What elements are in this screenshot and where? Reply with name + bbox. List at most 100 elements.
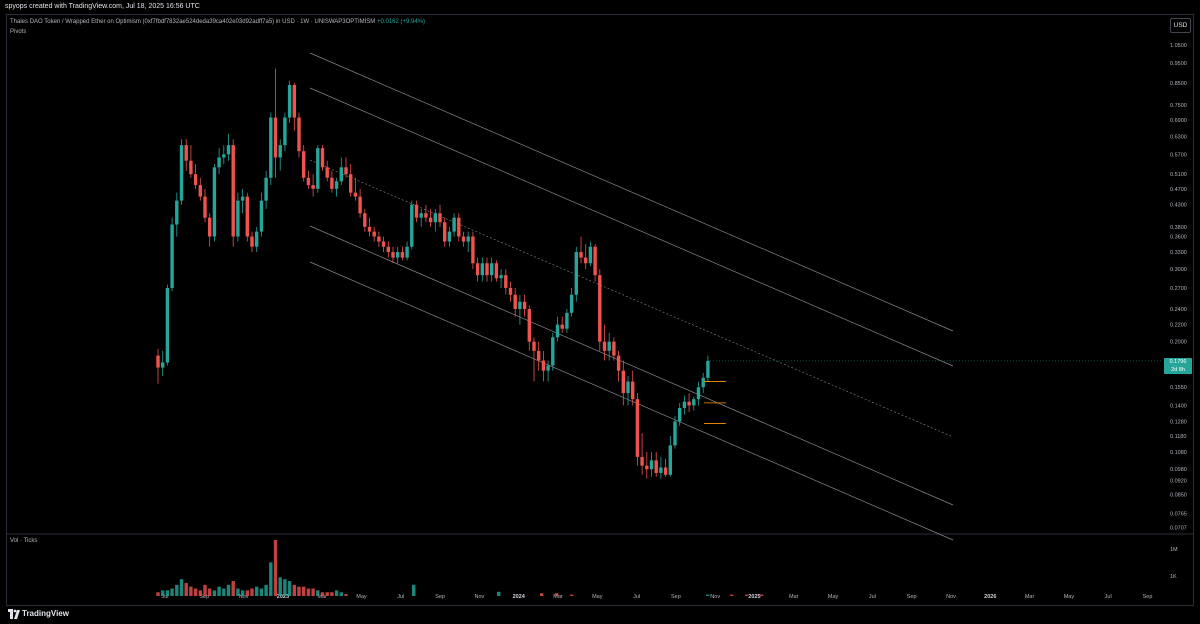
candle-body[interactable] — [508, 287, 513, 295]
candle-body[interactable] — [240, 196, 245, 201]
candle-body[interactable] — [212, 167, 217, 237]
candle-body[interactable] — [367, 226, 372, 232]
candle-body[interactable] — [184, 145, 188, 161]
candle-body[interactable] — [621, 370, 625, 394]
candle-body[interactable] — [386, 246, 390, 253]
tradingview-logo-icon[interactable] — [8, 609, 20, 619]
candle-body[interactable] — [424, 213, 428, 218]
candle-body[interactable] — [287, 84, 292, 118]
volume-bar[interactable] — [730, 594, 734, 596]
volume-bar[interactable] — [259, 588, 264, 596]
candle-body[interactable] — [264, 177, 268, 201]
candle-body[interactable] — [170, 224, 174, 288]
volume-bar[interactable] — [184, 582, 188, 596]
candle-body[interactable] — [555, 324, 560, 338]
candle-body[interactable] — [377, 236, 381, 242]
candle-body[interactable] — [400, 252, 405, 258]
candle-body[interactable] — [278, 145, 282, 158]
volume-bar[interactable] — [497, 591, 501, 596]
candle-body[interactable] — [203, 196, 207, 218]
volume-bar[interactable] — [278, 577, 282, 596]
volume-bar[interactable] — [320, 592, 325, 596]
candle-body[interactable] — [447, 231, 452, 242]
volume-bar[interactable] — [287, 581, 292, 596]
candle-body[interactable] — [701, 377, 705, 388]
candle-body[interactable] — [696, 387, 701, 400]
candle-body[interactable] — [358, 196, 362, 214]
candle-body[interactable] — [302, 151, 306, 178]
candle-body[interactable] — [527, 309, 531, 342]
candle-body[interactable] — [574, 252, 578, 295]
volume-bar[interactable] — [179, 579, 184, 596]
volume-label[interactable]: Vol · Ticks — [10, 538, 38, 544]
volume-bar[interactable] — [412, 584, 416, 596]
candle-body[interactable] — [363, 213, 367, 227]
candle-body[interactable] — [616, 355, 621, 371]
candle-body[interactable] — [560, 324, 564, 329]
candle-body[interactable] — [518, 301, 522, 310]
candle-body[interactable] — [175, 200, 179, 225]
candle-body[interactable] — [461, 236, 466, 242]
volume-bar[interactable] — [297, 586, 301, 596]
candle-body[interactable] — [320, 148, 325, 168]
volume-bar[interactable] — [302, 586, 306, 596]
volume-bar[interactable] — [217, 586, 221, 596]
candle-body[interactable] — [433, 213, 437, 223]
candle-body[interactable] — [161, 362, 165, 368]
volume-bar[interactable] — [198, 590, 202, 596]
candle-body[interactable] — [325, 167, 329, 178]
volume-bar[interactable] — [245, 590, 249, 596]
volume-bar[interactable] — [226, 584, 231, 596]
candle-body[interactable] — [612, 341, 616, 356]
volume-bar[interactable] — [745, 594, 749, 596]
candle-body[interactable] — [428, 217, 433, 223]
volume-bar[interactable] — [334, 590, 339, 596]
candle-body[interactable] — [649, 460, 654, 470]
candle-body[interactable] — [372, 231, 376, 237]
candle-body[interactable] — [532, 341, 536, 351]
candle-body[interactable] — [438, 213, 442, 223]
volume-bar[interactable] — [306, 588, 311, 596]
candle-body[interactable] — [490, 263, 494, 276]
candle-body[interactable] — [593, 246, 597, 276]
candle-body[interactable] — [208, 217, 212, 237]
volume-bar[interactable] — [170, 588, 174, 596]
candle-body[interactable] — [311, 185, 315, 189]
candle-body[interactable] — [513, 294, 517, 310]
candle-body[interactable] — [663, 467, 668, 475]
candle-body[interactable] — [457, 217, 461, 237]
volume-bar[interactable] — [161, 590, 165, 596]
candle-body[interactable] — [626, 381, 630, 394]
tradingview-brand[interactable]: TradingView — [22, 609, 69, 618]
candle-body[interactable] — [306, 177, 311, 186]
volume-bar[interactable] — [175, 584, 179, 596]
candle-body[interactable] — [189, 160, 193, 175]
volume-bar[interactable] — [283, 579, 287, 596]
candle-body[interactable] — [692, 399, 696, 406]
volume-bar[interactable] — [316, 590, 320, 596]
volume-bar[interactable] — [203, 584, 207, 596]
channel-line[interactable] — [309, 225, 954, 506]
volume-bar[interactable] — [339, 592, 343, 596]
candle-body[interactable] — [475, 263, 480, 276]
candle-body[interactable] — [682, 401, 687, 409]
candle-body[interactable] — [602, 341, 607, 351]
volume-bar[interactable] — [255, 586, 259, 596]
candle-body[interactable] — [419, 213, 423, 218]
candle-body[interactable] — [349, 174, 353, 193]
volume-bar[interactable] — [760, 594, 764, 596]
candle-body[interactable] — [222, 154, 226, 158]
volume-bar[interactable] — [165, 590, 170, 596]
candle-body[interactable] — [452, 217, 456, 232]
volume-bar[interactable] — [193, 588, 198, 596]
candle-body[interactable] — [678, 408, 682, 422]
candle-body[interactable] — [541, 360, 546, 371]
candle-body[interactable] — [443, 222, 447, 242]
candle-body[interactable] — [273, 117, 278, 158]
candle-body[interactable] — [584, 257, 588, 264]
candle-body[interactable] — [546, 365, 550, 371]
candle-body[interactable] — [165, 287, 170, 363]
candle-body[interactable] — [259, 200, 264, 232]
candle-body[interactable] — [381, 241, 386, 247]
